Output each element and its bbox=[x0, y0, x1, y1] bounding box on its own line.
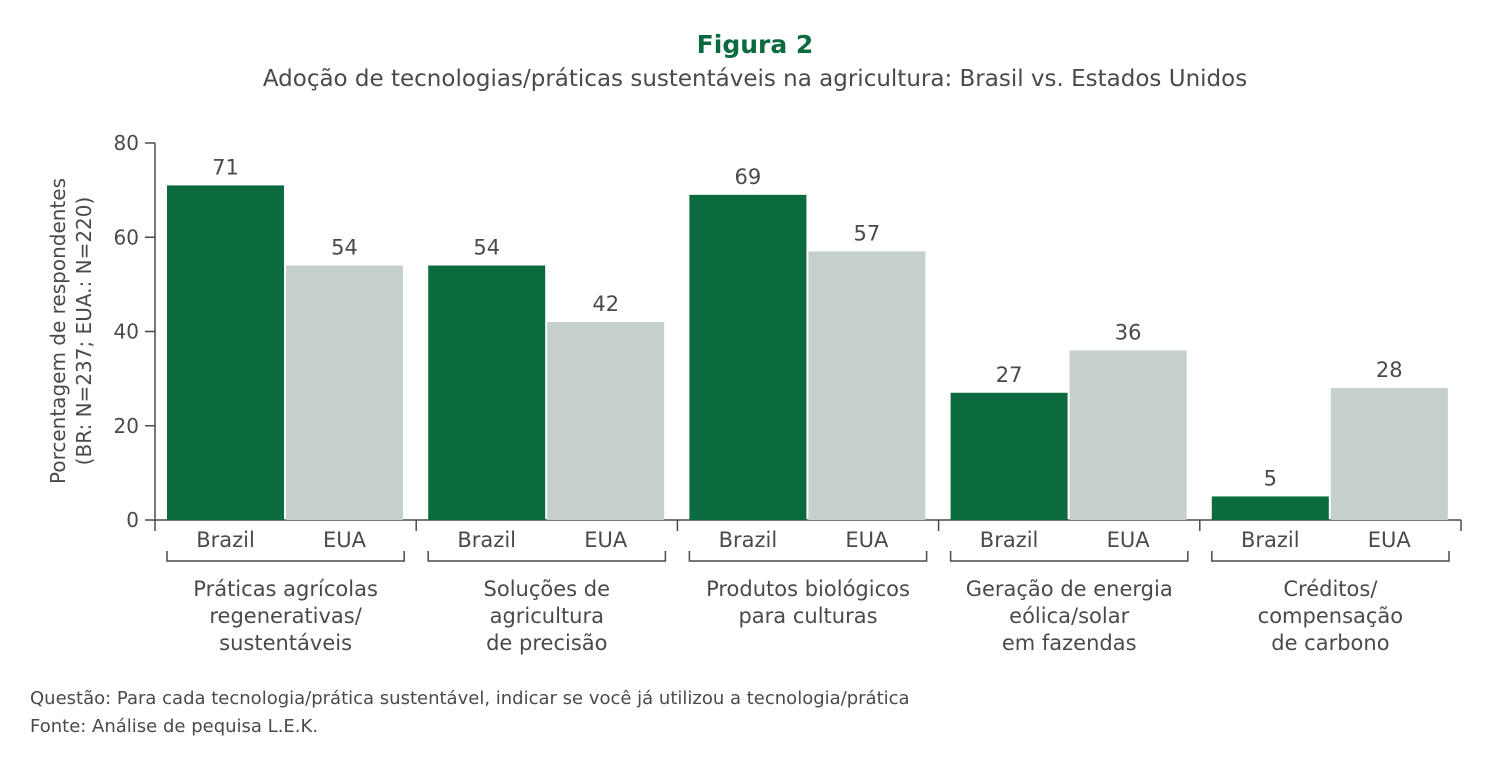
data-label: 54 bbox=[331, 236, 358, 260]
category-label: Geração de energia bbox=[966, 577, 1173, 601]
y-tick-label: 0 bbox=[126, 508, 139, 532]
series-label-brazil: Brazil bbox=[196, 528, 255, 552]
category-bracket bbox=[1211, 551, 1450, 562]
bar-eua bbox=[808, 251, 926, 520]
data-label: 36 bbox=[1115, 320, 1142, 344]
category-label: de carbono bbox=[1271, 631, 1389, 655]
y-tick-label: 80 bbox=[114, 131, 139, 155]
category-bracket bbox=[166, 551, 405, 562]
y-axis-label-line2: (BR: N=237; EUA.: N=220) bbox=[72, 197, 96, 466]
series-label-brazil: Brazil bbox=[719, 528, 778, 552]
data-label: 27 bbox=[996, 363, 1023, 387]
data-label: 69 bbox=[735, 165, 762, 189]
category-bracket bbox=[949, 551, 1189, 562]
series-label-eua: EUA bbox=[1107, 528, 1151, 552]
bar-brazil bbox=[689, 194, 807, 520]
bar-eua bbox=[1069, 350, 1187, 520]
category-label: para culturas bbox=[738, 604, 877, 628]
data-label: 28 bbox=[1376, 358, 1403, 382]
category-label: Práticas agrícolas bbox=[193, 577, 378, 601]
data-label: 54 bbox=[473, 236, 500, 260]
category-label: Produtos biológicos bbox=[706, 577, 910, 601]
series-label-brazil: Brazil bbox=[1241, 528, 1300, 552]
category-label: sustentáveis bbox=[219, 631, 352, 655]
figure-label: Figura 2 bbox=[696, 30, 814, 59]
data-label: 5 bbox=[1264, 466, 1277, 490]
y-tick-label: 20 bbox=[114, 414, 139, 438]
y-tick-label: 40 bbox=[114, 320, 139, 344]
category-bracket bbox=[688, 551, 928, 562]
series-label-eua: EUA bbox=[845, 528, 889, 552]
category-label: de precisão bbox=[486, 631, 607, 655]
series-label-eua: EUA bbox=[1368, 528, 1412, 552]
series-label-eua: EUA bbox=[323, 528, 367, 552]
category-label: agricultura bbox=[490, 604, 604, 628]
category-label: Soluções de bbox=[484, 577, 611, 601]
footer-source: Fonte: Análise de pequisa L.E.K. bbox=[30, 716, 319, 737]
data-label: 71 bbox=[212, 155, 239, 179]
series-label-brazil: Brazil bbox=[457, 528, 516, 552]
category-label: regenerativas/ bbox=[209, 604, 362, 628]
data-label: 57 bbox=[854, 221, 881, 245]
data-label: 42 bbox=[592, 292, 619, 316]
category-label: eólica/solar bbox=[1009, 604, 1129, 628]
category-bracket bbox=[427, 551, 667, 562]
bar-eua bbox=[286, 265, 403, 520]
category-label: em fazendas bbox=[1002, 631, 1137, 655]
bar-brazil bbox=[428, 265, 546, 520]
bar-brazil bbox=[950, 392, 1068, 520]
series-label-brazil: Brazil bbox=[980, 528, 1039, 552]
y-tick-label: 60 bbox=[114, 225, 139, 249]
footer-question: Questão: Para cada tecnologia/prática su… bbox=[30, 688, 910, 709]
chart-title: Adoção de tecnologias/práticas sustentáv… bbox=[262, 66, 1248, 92]
category-label: compensação bbox=[1258, 604, 1403, 628]
bar-brazil bbox=[1211, 496, 1329, 520]
bar-eua bbox=[547, 322, 665, 520]
y-axis-label-line1: Porcentagem de respondentes bbox=[46, 178, 70, 484]
bar-chart: 0 20 40 60 80 Porcentagem de respondentes (BR:… bbox=[46, 131, 1462, 655]
bar-eua bbox=[1330, 388, 1448, 520]
category-label: Créditos/ bbox=[1283, 577, 1378, 601]
bar-brazil bbox=[167, 185, 284, 520]
series-label-eua: EUA bbox=[584, 528, 628, 552]
